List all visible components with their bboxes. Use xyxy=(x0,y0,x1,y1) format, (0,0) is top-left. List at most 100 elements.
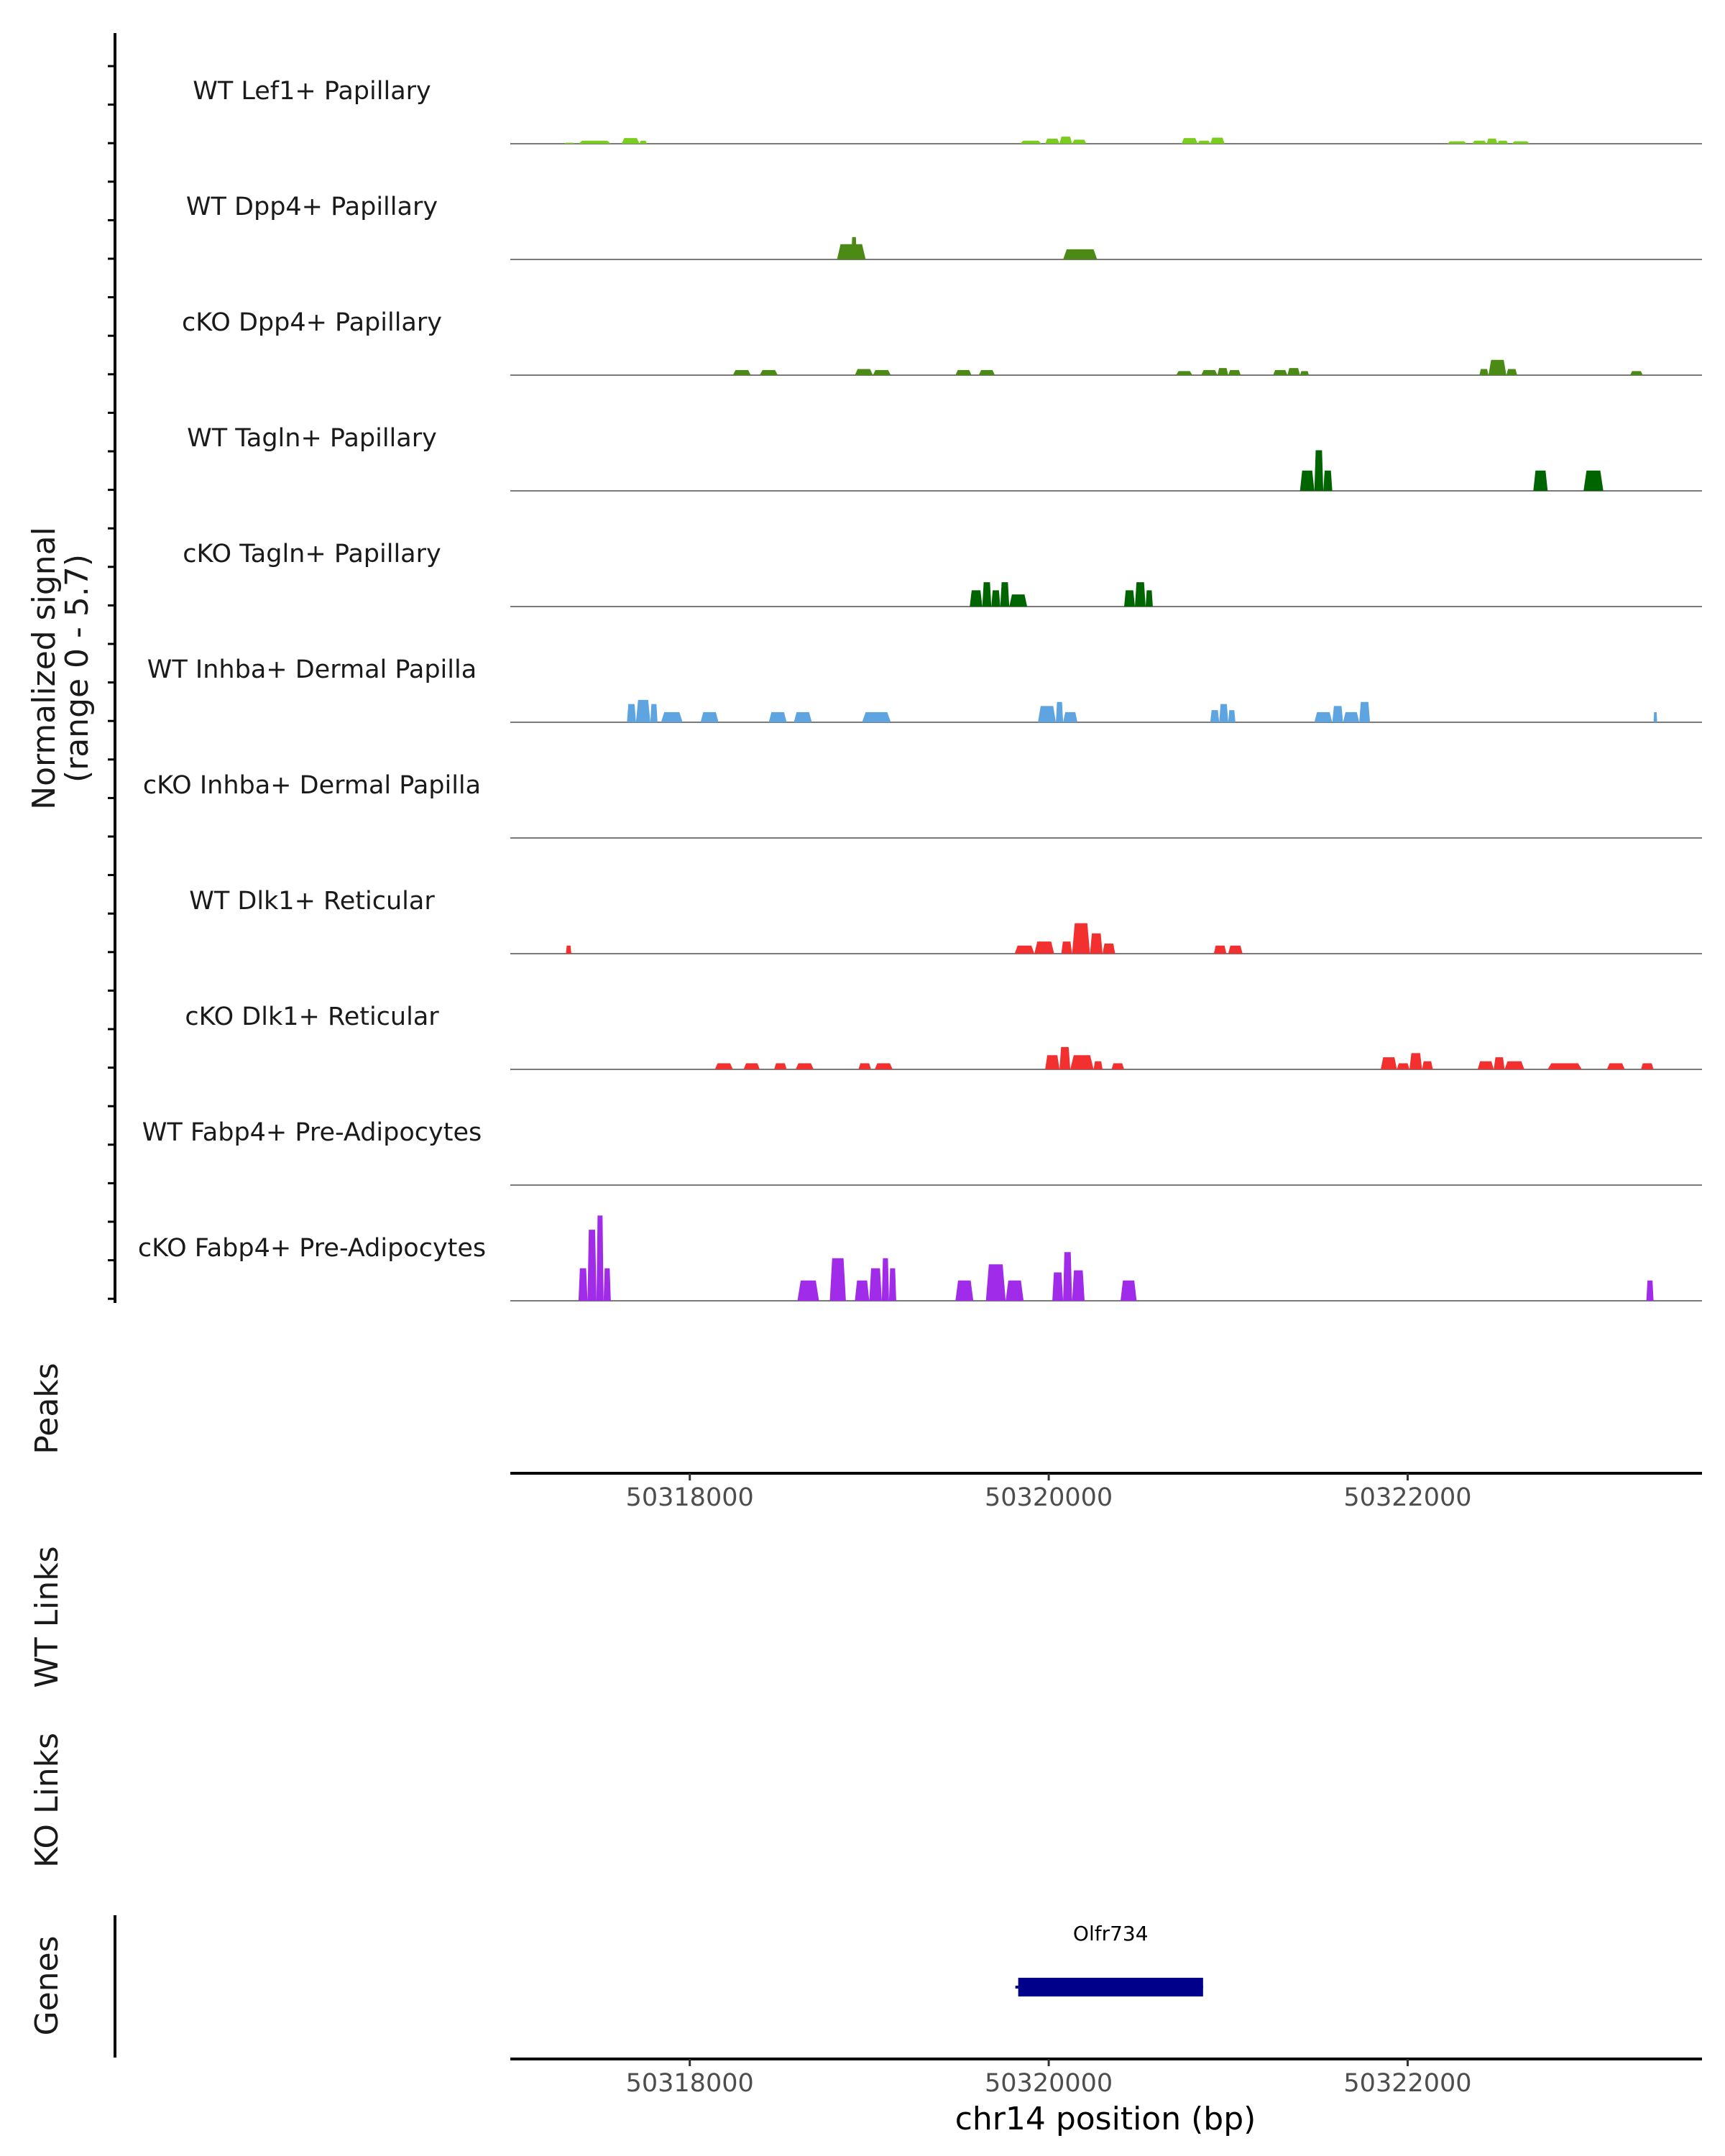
coverage-peak xyxy=(1009,594,1028,607)
track-label: cKO Fabp4+ Pre-Adipocytes xyxy=(138,1234,486,1263)
coverage-peak xyxy=(1359,701,1371,722)
coverage-peak xyxy=(1045,1055,1060,1069)
coverage-peak xyxy=(1006,1280,1024,1301)
coverage-peak xyxy=(1641,1063,1654,1069)
coverage-peak xyxy=(564,142,575,144)
coverage-peak xyxy=(1497,140,1509,144)
coverage-peak xyxy=(1135,582,1146,607)
coverage-peak xyxy=(1197,140,1210,144)
coverage-peak xyxy=(794,711,812,722)
coverage-peak xyxy=(1072,139,1087,144)
coverage-peak xyxy=(1217,368,1228,375)
coverage-peak xyxy=(1059,137,1072,144)
coverage-peak xyxy=(639,140,647,144)
track-6: WT Inhba+ Dermal Papilla xyxy=(147,655,1702,723)
peaks-panel-label: Peaks xyxy=(29,1363,65,1454)
coverage-peak xyxy=(1201,369,1218,375)
coverage-peak xyxy=(1533,470,1548,491)
track-3: cKO Dpp4+ Papillary xyxy=(182,308,1702,376)
coverage-peak xyxy=(888,1268,896,1301)
coverage-peak xyxy=(1477,1061,1494,1069)
coverage-peak xyxy=(1213,945,1227,954)
coverage-peak xyxy=(1583,470,1604,491)
coverage-peak xyxy=(627,704,636,722)
coverage-peak xyxy=(603,1268,611,1301)
coverage-peak xyxy=(743,1063,760,1069)
x-tick-label: 50322000 xyxy=(1343,2069,1471,2098)
coverage-peak xyxy=(1488,359,1506,375)
coverage-peak xyxy=(858,1063,871,1069)
coverage-peak xyxy=(1093,1061,1103,1069)
track-5: cKO Tagln+ Papillary xyxy=(183,540,1702,607)
coverage-peak xyxy=(1063,711,1077,722)
track-7: cKO Inhba+ Dermal Papilla xyxy=(143,771,1702,839)
coverage-peak xyxy=(1547,1063,1582,1069)
coverage-peak xyxy=(1504,1061,1524,1069)
coverage-peak xyxy=(760,369,778,375)
coverage-peak xyxy=(768,711,787,722)
coverage-peak xyxy=(955,1280,974,1301)
coverage-peak xyxy=(1653,711,1657,722)
coverage-peak xyxy=(1506,369,1517,375)
coverage-peak xyxy=(1343,711,1360,722)
coverage-peak xyxy=(873,369,891,375)
coverage-peak xyxy=(635,699,650,722)
coverage-peak xyxy=(829,1258,846,1301)
coverage-peak xyxy=(1045,138,1060,144)
coverage-peak xyxy=(1630,371,1643,375)
coverage-peak xyxy=(1111,1063,1124,1069)
coverage-peak xyxy=(851,236,857,259)
coverage-peak xyxy=(1323,470,1333,491)
track-11: cKO Fabp4+ Pre-Adipocytes xyxy=(138,1215,1702,1302)
coverage-peak xyxy=(566,945,571,954)
coverage-peak xyxy=(1061,941,1072,954)
track-10: WT Fabp4+ Pre-Adipocytes xyxy=(142,1118,1702,1186)
signal-axis-ticks xyxy=(108,65,115,1300)
x-tick-label: 50322000 xyxy=(1343,1483,1471,1512)
gene-annotations: Olfr734 xyxy=(1015,1922,1203,1996)
track-label: cKO Dpp4+ Papillary xyxy=(182,308,442,337)
coverage-peak xyxy=(1397,1063,1409,1069)
coverage-peak xyxy=(1124,590,1135,607)
coverage-peak xyxy=(1038,706,1057,722)
ko-links-panel-label: KO Links xyxy=(29,1733,65,1868)
coverage-peak xyxy=(1052,1272,1064,1301)
coverage-peak xyxy=(1063,1252,1072,1301)
coverage-peak xyxy=(1056,701,1064,722)
coverage-peak xyxy=(1409,1053,1422,1069)
coverage-peak xyxy=(1479,369,1489,375)
genes-panel-label: Genes xyxy=(29,1935,65,2035)
coverage-peak xyxy=(1606,1063,1625,1069)
signal-axis-label-line2: (range 0 - 5.7) xyxy=(59,554,96,783)
track-1: WT Lef1+ Papillary xyxy=(193,77,1702,144)
coverage-peak xyxy=(1072,923,1090,954)
coverage-peak xyxy=(1228,369,1241,375)
coverage-peak xyxy=(1145,590,1153,607)
coverage-peak xyxy=(732,369,751,375)
coverage-peak xyxy=(1300,371,1310,375)
track-label: cKO Dlk1+ Reticular xyxy=(185,1003,439,1031)
coverage-peak xyxy=(1494,1057,1505,1069)
coverage-peak xyxy=(1472,140,1487,144)
coverage-peak xyxy=(578,1268,588,1301)
coverage-peak xyxy=(1176,371,1192,375)
gene-label: Olfr734 xyxy=(1073,1922,1149,1945)
coverage-peak xyxy=(1486,138,1498,144)
genes-x-axis-ticks: 50318000 50320000 50322000 xyxy=(626,2059,1472,2098)
coverage-peak xyxy=(1020,140,1042,144)
signal-axis-label-line1: Normalized signal xyxy=(26,527,63,810)
coverage-peak xyxy=(1287,368,1300,375)
coverage-peak xyxy=(621,138,640,144)
coverage-peak xyxy=(874,1063,893,1069)
track-8: WT Dlk1+ Reticular xyxy=(189,887,1702,954)
coverage-peak xyxy=(1228,710,1236,722)
coverage-peak xyxy=(855,369,873,375)
track-label: WT Fabp4+ Pre-Adipocytes xyxy=(142,1118,482,1147)
coverage-peak xyxy=(796,1063,814,1069)
coverage-peak xyxy=(1210,710,1220,722)
x-tick-label: 50318000 xyxy=(626,2069,754,2098)
coverage-peak xyxy=(1000,582,1010,607)
coverage-peak xyxy=(862,711,891,722)
coverage-peak xyxy=(1273,369,1288,375)
